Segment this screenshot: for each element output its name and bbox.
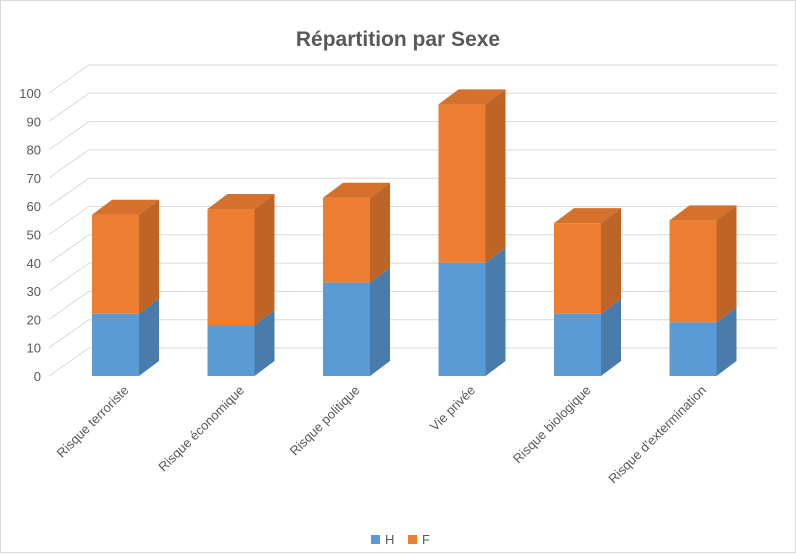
gridline — [48, 262, 777, 292]
y-tick-label: 70 — [27, 171, 41, 186]
bar-segment-H — [669, 307, 737, 376]
bar-segment-F — [438, 89, 506, 263]
bar-segment-F — [92, 199, 159, 314]
y-tick-label: 30 — [27, 284, 41, 299]
y-axis-tick-labels: 0 10 20 30 40 50 60 70 80 90 100 — [19, 86, 41, 384]
bar-segment-F — [207, 194, 275, 326]
y-tick-label: 90 — [27, 114, 41, 129]
bar-front — [669, 322, 717, 376]
gridline — [48, 177, 777, 207]
bar-front — [438, 104, 486, 263]
bar-side — [139, 199, 159, 314]
bar-side — [254, 194, 275, 326]
bar-side — [139, 298, 159, 376]
legend-label: F — [422, 532, 430, 547]
x-tick-label: Vie privée — [427, 383, 478, 434]
x-tick-label: Risque d'extermination — [605, 383, 709, 487]
gridline — [48, 319, 777, 349]
bar-segment-F — [323, 182, 390, 283]
x-tick-label: Risque biologique — [510, 383, 594, 467]
gridline — [48, 64, 777, 94]
bar-segment-F — [669, 205, 737, 323]
bar-side — [716, 307, 737, 376]
bar-side — [485, 89, 506, 263]
bar-side — [370, 182, 390, 283]
y-tick-label: 60 — [27, 199, 41, 214]
bar-front — [554, 223, 601, 314]
bar-front — [92, 313, 139, 376]
bar-top — [438, 89, 506, 105]
bar-side — [485, 247, 506, 376]
bar-front — [207, 325, 255, 376]
y-tick-label: 80 — [27, 143, 41, 158]
bar-front — [207, 209, 255, 326]
y-tick-label: 40 — [27, 256, 41, 271]
gridline — [48, 347, 777, 377]
bar-top — [92, 199, 159, 215]
bar-segment-H — [438, 247, 506, 376]
y-tick-label: 20 — [27, 312, 41, 327]
bar-front — [323, 197, 370, 283]
bar-side — [716, 205, 737, 323]
x-axis-tick-labels: Risque terroriste Risque économique Risque… — [54, 383, 710, 487]
y-tick-label: 50 — [27, 228, 41, 243]
bar-segment-F — [554, 208, 621, 314]
legend-label: H — [385, 532, 394, 547]
gridline — [48, 234, 777, 264]
x-tick-label: Risque politique — [287, 383, 363, 459]
gridline — [48, 206, 777, 235]
legend-swatch — [371, 535, 380, 544]
y-tick-label: 100 — [19, 86, 41, 101]
bar-side — [601, 208, 621, 314]
bar-side — [370, 267, 390, 376]
bar-segment-H — [92, 298, 159, 376]
bar-front — [438, 262, 486, 376]
bar-segment-H — [554, 298, 621, 376]
gridline — [48, 290, 777, 320]
bar-top — [207, 194, 275, 210]
bar-top — [669, 205, 737, 221]
y-tick-label: 0 — [34, 369, 41, 384]
gridline — [48, 121, 777, 151]
bar-front — [323, 282, 370, 376]
y-tick-label: 10 — [27, 341, 41, 356]
bar-side — [254, 310, 275, 376]
gridline — [48, 92, 777, 122]
bar-side — [601, 298, 621, 376]
bar-segment-H — [323, 267, 390, 376]
bar-front — [554, 313, 601, 376]
bars — [92, 89, 737, 376]
chart-title: Répartition par Sexe — [296, 28, 500, 51]
bar-front — [92, 214, 139, 314]
bar-front — [669, 220, 717, 323]
gridlines — [48, 64, 777, 377]
x-tick-label: Risque terroriste — [54, 383, 132, 461]
bar-segment-H — [207, 310, 275, 376]
gridline — [48, 149, 777, 179]
bar-top — [323, 182, 390, 198]
x-tick-label: Risque économique — [155, 383, 247, 475]
legend-swatch — [408, 535, 417, 544]
bar-top — [554, 208, 621, 224]
